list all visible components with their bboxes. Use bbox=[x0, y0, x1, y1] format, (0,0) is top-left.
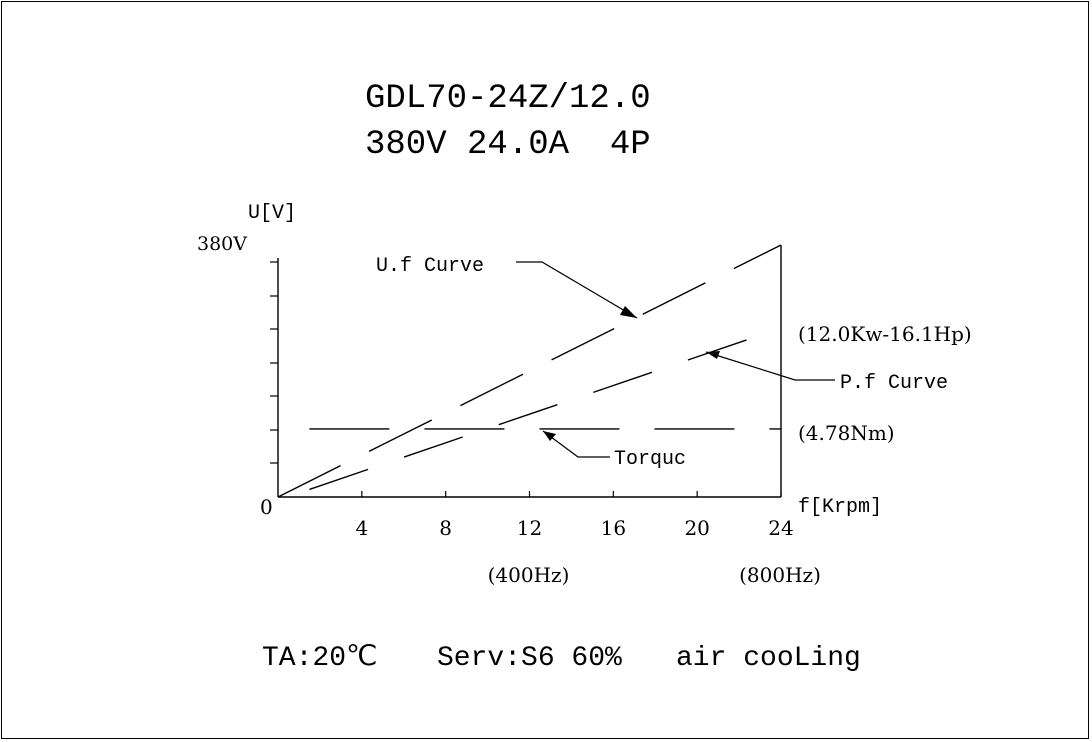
pf-arrowhead bbox=[706, 351, 720, 359]
series-line-0 bbox=[277, 244, 782, 498]
power-end-label: (12.0Kw-16.1Hp) bbox=[798, 322, 972, 346]
torque-leader bbox=[542, 430, 610, 458]
series-line-1 bbox=[309, 327, 782, 491]
x-tick-labels: 4 8 12 16 20 24 bbox=[355, 516, 793, 540]
x-tick-label-8: 8 bbox=[439, 516, 452, 540]
x-tick-label-24: 24 bbox=[768, 516, 793, 540]
x-tick-label-4: 4 bbox=[355, 516, 368, 540]
uf-curve-label: U.f Curve bbox=[376, 255, 484, 278]
uf-arrowhead bbox=[620, 306, 637, 318]
origin-label: 0 bbox=[260, 495, 273, 519]
rating-subtitle: 380V 24.0A 4P bbox=[365, 126, 651, 164]
x-tick-label-16: 16 bbox=[601, 516, 626, 540]
series-lines bbox=[277, 244, 782, 498]
torque-end-label: (4.78Nm) bbox=[798, 421, 895, 445]
service-duty: Serv:S6 60% bbox=[437, 643, 622, 674]
pf-curve-label: P.f Curve bbox=[840, 372, 948, 395]
y-axis-label: U[V] bbox=[248, 202, 296, 225]
cooling-method: air cooLing bbox=[676, 643, 861, 674]
x-ticks bbox=[361, 491, 782, 497]
freq-label-0: (400Hz) bbox=[488, 563, 570, 587]
pf-leader bbox=[705, 351, 835, 381]
x-tick-label-20: 20 bbox=[684, 516, 709, 540]
frequency-labels: (400Hz) (800Hz) bbox=[488, 563, 821, 587]
callout-leaders bbox=[516, 261, 835, 458]
uf-leader bbox=[516, 261, 638, 319]
model-title: GDL70-24Z/12.0 bbox=[365, 80, 651, 118]
torque-arrowhead bbox=[543, 431, 556, 441]
ambient-temp: TA:20℃ bbox=[262, 643, 377, 674]
callout-arrowheads bbox=[543, 306, 720, 441]
y-top-label: 380V bbox=[197, 233, 247, 255]
torque-label: Torquc bbox=[614, 448, 686, 471]
freq-label-1: (800Hz) bbox=[739, 563, 821, 587]
x-axis-label: f[Krpm] bbox=[798, 496, 882, 519]
x-tick-label-12: 12 bbox=[517, 516, 542, 540]
